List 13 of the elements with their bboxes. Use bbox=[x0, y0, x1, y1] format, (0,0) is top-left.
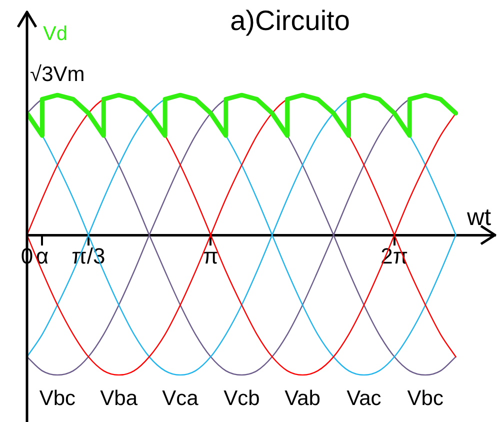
annotation: Vac bbox=[346, 387, 382, 410]
x-tick-label: π bbox=[203, 243, 218, 268]
y-axis-title: Vd bbox=[43, 23, 68, 45]
x-tick-label: α bbox=[36, 243, 49, 268]
annotation: Vab bbox=[284, 387, 320, 410]
annotation: Vcb bbox=[224, 387, 260, 410]
annotation: Vbc bbox=[407, 387, 444, 410]
x-axis-title: wt bbox=[466, 204, 492, 231]
annotation: Vbc bbox=[39, 387, 76, 410]
annotation: Vba bbox=[100, 387, 138, 410]
chart-title: a)Circuito bbox=[230, 5, 350, 36]
annotation: Vca bbox=[162, 387, 199, 410]
annotation: √3Vm bbox=[30, 63, 85, 86]
